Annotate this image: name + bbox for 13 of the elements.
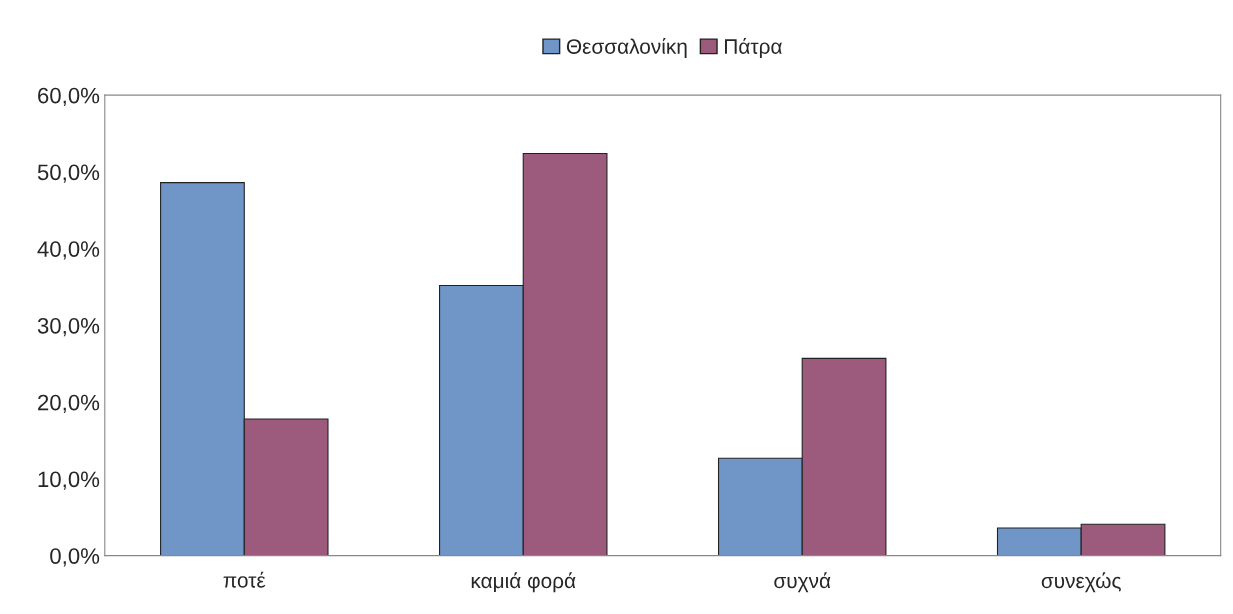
legend-label: Θεσσαλονίκη xyxy=(566,37,687,58)
y-tick-label: 40,0% xyxy=(37,241,100,260)
y-tick-label: 10,0% xyxy=(38,471,100,490)
y-tick-label: 50,0% xyxy=(37,164,100,183)
y-tick-label: 60,0% xyxy=(38,87,100,107)
x-tick-label: συχνά xyxy=(774,572,831,593)
y-tick-label: 0,0% xyxy=(50,548,100,567)
legend-label: Πάτρα xyxy=(725,37,782,58)
x-tick-label: συνεχώς xyxy=(1041,572,1121,593)
y-tick-label: 30,0% xyxy=(37,317,100,337)
x-tick-label: ποτέ xyxy=(223,571,266,588)
x-tick-label: καμιά φορά xyxy=(471,572,576,593)
y-tick-label: 20,0% xyxy=(38,394,100,414)
